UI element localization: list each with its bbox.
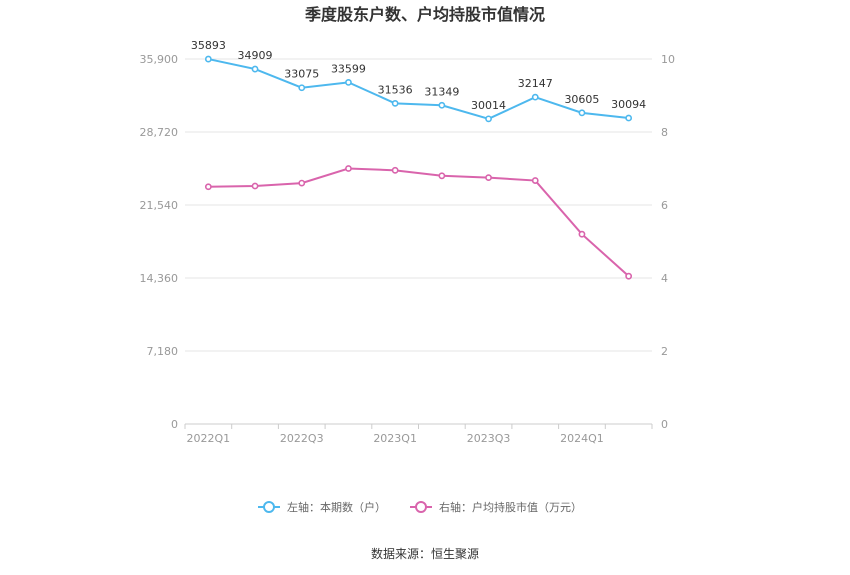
data-point[interactable] [578,109,586,117]
y-axis-right: 0 2 4 6 8 10 [661,53,675,431]
data-label: 35893 [191,39,226,52]
series-line-avg-value [208,167,630,277]
data-point[interactable] [204,183,212,191]
x-tick-label: 2023Q1 [373,432,417,445]
legend-item[interactable]: 右轴：户均持股市值（万元） [410,500,582,514]
data-point[interactable] [485,174,492,182]
legend[interactable]: 左轴：本期数（户） 右轴：户均持股市值（万元） [258,500,582,514]
series-group: 35893 34909 33075 33599 31536 31349 30014 32147… [191,39,646,280]
data-point[interactable] [345,78,352,86]
y-left-tick-label: 7,180 [147,345,179,358]
data-point[interactable] [531,93,539,101]
data-label: 31349 [424,85,459,98]
y-left-tick-label: 21,540 [140,199,179,212]
data-label: 33599 [331,62,366,75]
x-tick-label: 2022Q3 [280,432,324,445]
x-axis: 2022Q1 2022Q3 2023Q1 2023Q3 2024Q1 [184,424,653,445]
data-point[interactable] [204,55,212,63]
y-axis-left: 0 7,180 14,360 21,540 28,720 35,900 [140,53,179,431]
x-tick-label: 2024Q1 [560,432,604,445]
data-source: 数据来源：恒生聚源 [371,546,479,561]
data-point[interactable] [251,182,259,190]
y-right-tick-label: 4 [661,272,668,285]
data-point[interactable] [391,166,399,174]
data-point[interactable] [531,177,539,184]
y-left-tick-label: 35,900 [140,53,179,66]
data-label: 32147 [518,77,553,90]
data-point[interactable] [298,84,306,92]
y-right-tick-label: 6 [661,199,668,212]
legend-marker-icon [415,501,427,513]
chart-title: 季度股东户数、户均持股市值情况 [304,5,545,24]
data-point[interactable] [298,179,306,187]
data-point[interactable] [578,230,586,238]
data-point[interactable] [485,115,492,123]
data-point[interactable] [625,272,633,280]
data-label: 33075 [284,68,319,81]
data-label: 30094 [611,98,646,111]
legend-label: 左轴：本期数（户） [287,500,386,514]
data-point[interactable] [251,65,259,73]
x-tick-label: 2022Q1 [187,432,231,445]
series-line-holders [208,58,629,120]
data-point[interactable] [438,101,446,109]
x-tick-label: 2023Q3 [467,432,511,445]
legend-item[interactable]: 左轴：本期数（户） [258,500,386,514]
legend-marker-icon [263,501,275,513]
data-label: 30605 [564,93,599,106]
y-left-tick-label: 0 [171,418,178,431]
y-left-tick-label: 14,360 [140,272,179,285]
data-point[interactable] [391,99,399,107]
data-point[interactable] [438,172,446,180]
data-point[interactable] [345,165,352,172]
y-right-tick-label: 0 [661,418,668,431]
data-label: 34909 [238,49,273,62]
data-label: 31536 [378,83,413,96]
y-right-tick-label: 2 [661,345,668,358]
y-right-tick-label: 10 [661,53,675,66]
y-right-tick-label: 8 [661,126,668,139]
data-point[interactable] [625,114,633,122]
y-left-tick-label: 28,720 [140,126,179,139]
grid-lines [185,58,652,425]
legend-label: 右轴：户均持股市值（万元） [439,500,582,514]
data-label: 30014 [471,99,506,112]
